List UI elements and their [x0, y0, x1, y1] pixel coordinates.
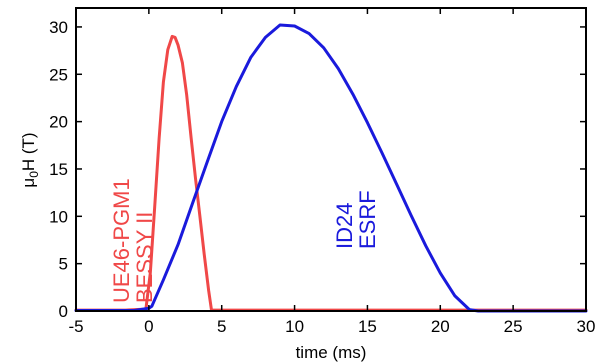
y-axis-title-sub: 0 [27, 171, 41, 178]
y-axis-title-rest: H (T) [19, 132, 38, 171]
annotation-esrf: ID24 ESRF [332, 190, 380, 249]
y-tick-label: 15 [49, 160, 68, 179]
annotation-bessy-line-1: UE46-PGM1 [109, 178, 134, 303]
series-line-1 [74, 23, 588, 313]
annotation-esrf-line-1: ID24 [332, 203, 357, 249]
series-line-0 [74, 34, 588, 312]
y-tick-label: 20 [49, 113, 68, 132]
y-tick-label: 0 [59, 302, 68, 321]
x-tick-label: 0 [144, 317, 153, 336]
y-axis-title-main: μ [19, 178, 38, 188]
x-tick-label: 30 [577, 317, 596, 336]
x-axis-title: time (ms) [296, 343, 367, 362]
x-tick-label: 10 [285, 317, 304, 336]
x-tick-label: 5 [217, 317, 226, 336]
y-tick-label: 5 [59, 255, 68, 274]
y-tick-label: 25 [49, 65, 68, 84]
y-tick-label: 30 [49, 18, 68, 37]
x-tick-label: 25 [504, 317, 523, 336]
plot-frame [75, 7, 587, 312]
x-tick-label: 20 [431, 317, 450, 336]
y-tick-label: 10 [49, 207, 68, 226]
x-tick-label: -5 [68, 317, 83, 336]
x-tick-label: 15 [358, 317, 377, 336]
y-axis-title: μ0H (T) [19, 132, 41, 187]
annotation-bessy-line-2: BESSY II [132, 212, 157, 303]
annotation-esrf-line-2: ESRF [355, 190, 380, 249]
annotation-bessy: UE46-PGM1 BESSY II [109, 172, 157, 303]
plot-lines [74, 23, 588, 313]
